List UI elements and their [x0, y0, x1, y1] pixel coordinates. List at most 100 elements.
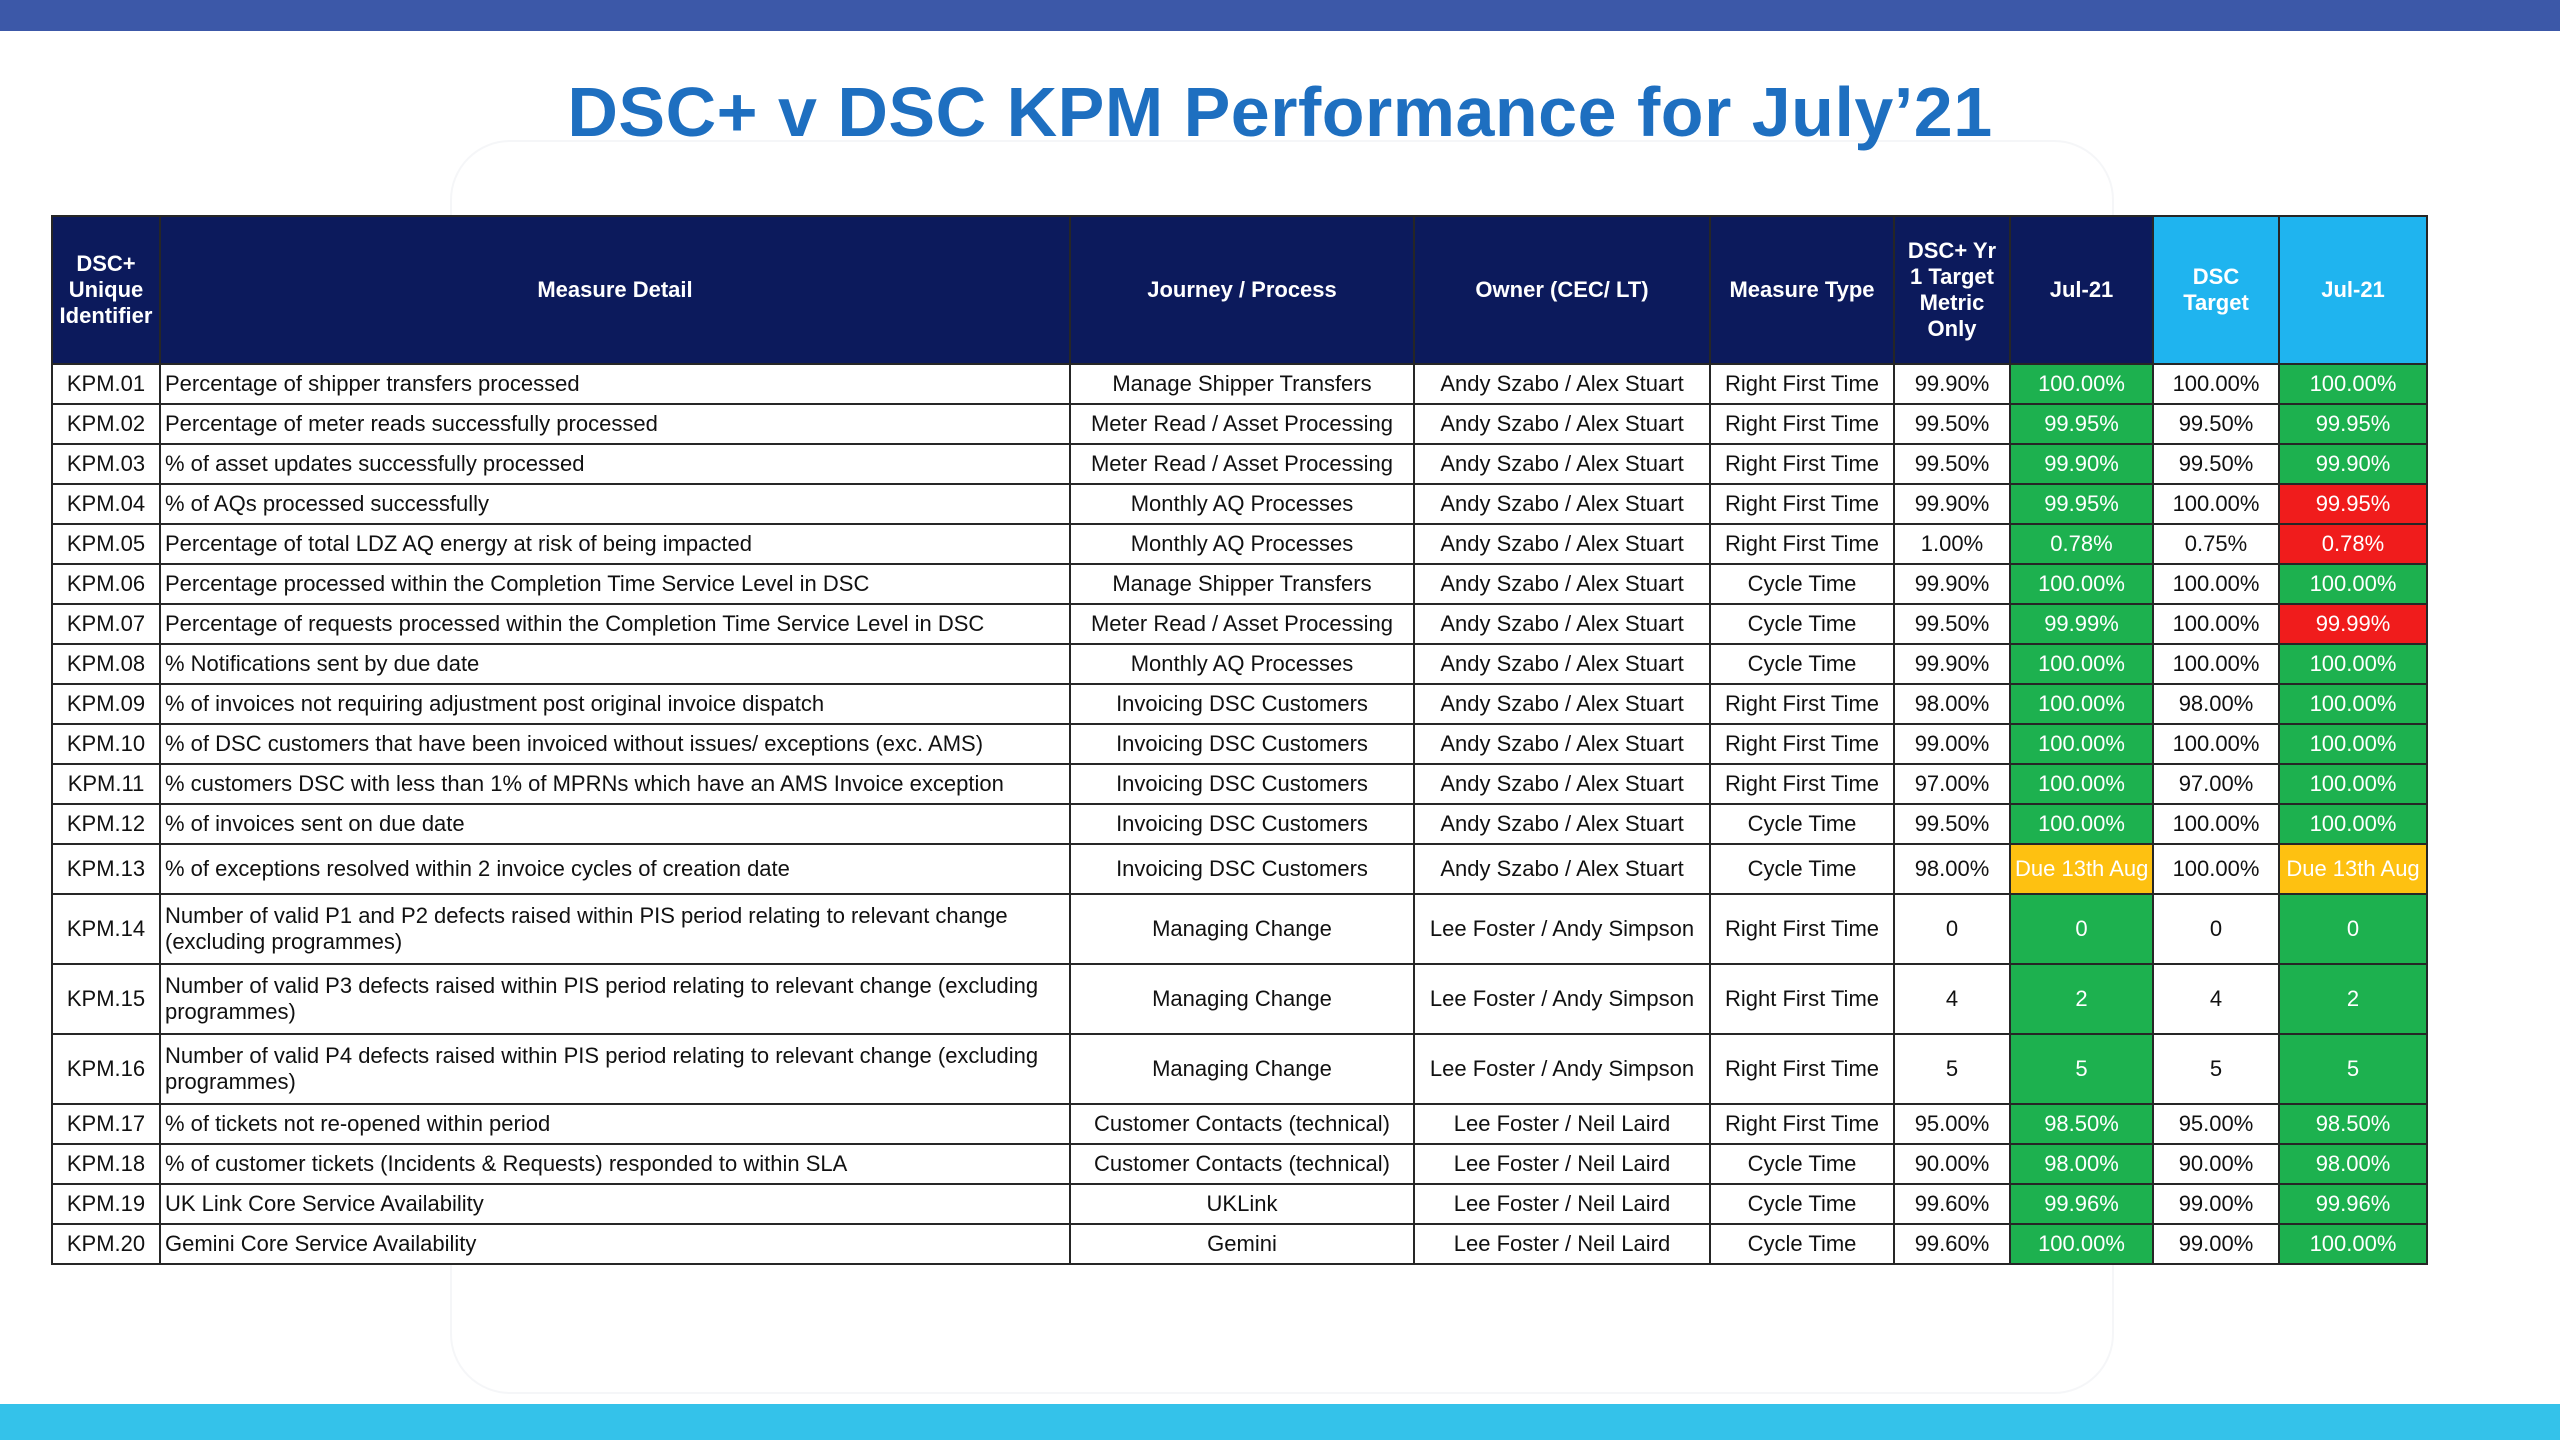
- bottom-accent-bar: [0, 1404, 2560, 1440]
- cell-identifier: KPM.15: [51, 963, 161, 1035]
- cell-measure-type: Right First Time: [1709, 963, 1895, 1035]
- cell-dscplus-target: 99.50%: [1893, 403, 2011, 445]
- cell-dscplus-jul21: 100.00%: [2009, 563, 2154, 605]
- cell-measure-detail: UK Link Core Service Availability: [159, 1183, 1071, 1225]
- cell-measure-type: Cycle Time: [1709, 1183, 1895, 1225]
- cell-dscplus-target: 98.00%: [1893, 843, 2011, 895]
- cell-measure-detail: Percentage of requests processed within …: [159, 603, 1071, 645]
- cell-measure-detail: Number of valid P1 and P2 defects raised…: [159, 893, 1071, 965]
- cell-dsc-target: 0: [2152, 893, 2280, 965]
- cell-measure-detail: Number of valid P3 defects raised within…: [159, 963, 1071, 1035]
- cell-owner: Lee Foster / Neil Laird: [1413, 1143, 1711, 1185]
- cell-measure-detail: Percentage of total LDZ AQ energy at ris…: [159, 523, 1071, 565]
- header-dsc-target: DSC Target: [2152, 215, 2280, 365]
- kpm-table: DSC+ Unique Identifier Measure Detail Jo…: [51, 215, 2428, 1265]
- cell-dscplus-target: 95.00%: [1893, 1103, 2011, 1145]
- cell-journey: Managing Change: [1069, 963, 1415, 1035]
- cell-owner: Andy Szabo / Alex Stuart: [1413, 843, 1711, 895]
- cell-owner: Andy Szabo / Alex Stuart: [1413, 803, 1711, 845]
- table-row: KPM.13% of exceptions resolved within 2 …: [51, 843, 2428, 895]
- cell-identifier: KPM.13: [51, 843, 161, 895]
- cell-dscplus-jul21: 100.00%: [2009, 683, 2154, 725]
- cell-measure-type: Cycle Time: [1709, 1143, 1895, 1185]
- table-row: KPM.12% of invoices sent on due date Invo…: [51, 803, 2428, 845]
- cell-dsc-target: 4: [2152, 963, 2280, 1035]
- cell-measure-type: Right First Time: [1709, 443, 1895, 485]
- cell-journey: Managing Change: [1069, 1033, 1415, 1105]
- cell-identifier: KPM.17: [51, 1103, 161, 1145]
- cell-owner: Andy Szabo / Alex Stuart: [1413, 643, 1711, 685]
- table-row: KPM.15 Number of valid P3 defects raised …: [51, 963, 2428, 1035]
- cell-measure-type: Right First Time: [1709, 723, 1895, 765]
- table-row: KPM.05 Percentage of total LDZ AQ energy …: [51, 523, 2428, 565]
- cell-measure-detail: % of invoices sent on due date: [159, 803, 1071, 845]
- cell-dsc-jul21: 100.00%: [2278, 763, 2428, 805]
- cell-owner: Lee Foster / Neil Laird: [1413, 1183, 1711, 1225]
- cell-dscplus-jul21: 100.00%: [2009, 643, 2154, 685]
- cell-measure-type: Right First Time: [1709, 363, 1895, 405]
- cell-dscplus-jul21: 99.96%: [2009, 1183, 2154, 1225]
- cell-dsc-jul21: 5: [2278, 1033, 2428, 1105]
- cell-dsc-jul21: 98.50%: [2278, 1103, 2428, 1145]
- cell-dsc-target: 100.00%: [2152, 603, 2280, 645]
- cell-dsc-jul21: 0.78%: [2278, 523, 2428, 565]
- cell-dsc-jul21: 100.00%: [2278, 683, 2428, 725]
- cell-owner: Lee Foster / Andy Simpson: [1413, 1033, 1711, 1105]
- cell-dscplus-target: 99.50%: [1893, 803, 2011, 845]
- cell-dsc-target: 95.00%: [2152, 1103, 2280, 1145]
- cell-owner: Andy Szabo / Alex Stuart: [1413, 563, 1711, 605]
- cell-dsc-jul21: 100.00%: [2278, 723, 2428, 765]
- cell-dsc-target: 100.00%: [2152, 843, 2280, 895]
- cell-owner: Andy Szabo / Alex Stuart: [1413, 443, 1711, 485]
- cell-identifier: KPM.20: [51, 1223, 161, 1265]
- cell-owner: Andy Szabo / Alex Stuart: [1413, 483, 1711, 525]
- header-measure-detail: Measure Detail: [159, 215, 1071, 365]
- header-owner: Owner (CEC/ LT): [1413, 215, 1711, 365]
- page-title: DSC+ v DSC KPM Performance for July’21: [567, 73, 1993, 151]
- cell-identifier: KPM.08: [51, 643, 161, 685]
- cell-journey: Customer Contacts (technical): [1069, 1143, 1415, 1185]
- cell-dscplus-target: 99.50%: [1893, 603, 2011, 645]
- cell-dscplus-jul21: 0: [2009, 893, 2154, 965]
- cell-journey: Invoicing DSC Customers: [1069, 683, 1415, 725]
- cell-dscplus-jul21: 100.00%: [2009, 803, 2154, 845]
- table-row: KPM.03% of asset updates successfully pr…: [51, 443, 2428, 485]
- table-row: KPM.07 Percentage of requests processed w…: [51, 603, 2428, 645]
- cell-dscplus-jul21: 100.00%: [2009, 763, 2154, 805]
- cell-measure-type: Cycle Time: [1709, 803, 1895, 845]
- cell-dscplus-jul21: 98.00%: [2009, 1143, 2154, 1185]
- cell-identifier: KPM.07: [51, 603, 161, 645]
- cell-dsc-jul21: 100.00%: [2278, 643, 2428, 685]
- cell-measure-detail: % of DSC customers that have been invoic…: [159, 723, 1071, 765]
- cell-journey: Meter Read / Asset Processing: [1069, 403, 1415, 445]
- table-row: KPM.10% of DSC customers that have been …: [51, 723, 2428, 765]
- cell-dsc-target: 97.00%: [2152, 763, 2280, 805]
- cell-dscplus-target: 99.00%: [1893, 723, 2011, 765]
- cell-dsc-target: 99.50%: [2152, 403, 2280, 445]
- cell-dsc-jul21: 99.95%: [2278, 403, 2428, 445]
- cell-dscplus-target: 90.00%: [1893, 1143, 2011, 1185]
- cell-measure-detail: Gemini Core Service Availability: [159, 1223, 1071, 1265]
- cell-dscplus-target: 0: [1893, 893, 2011, 965]
- cell-dscplus-jul21: 0.78%: [2009, 523, 2154, 565]
- cell-dsc-target: 99.00%: [2152, 1223, 2280, 1265]
- cell-measure-detail: Percentage of shipper transfers processe…: [159, 363, 1071, 405]
- cell-dscplus-target: 99.90%: [1893, 643, 2011, 685]
- cell-measure-detail: % of tickets not re-opened within period: [159, 1103, 1071, 1145]
- cell-measure-detail: % of asset updates successfully processe…: [159, 443, 1071, 485]
- cell-measure-type: Cycle Time: [1709, 603, 1895, 645]
- cell-measure-type: Right First Time: [1709, 683, 1895, 725]
- cell-dscplus-jul21: Due 13th Aug: [2009, 843, 2154, 895]
- cell-dsc-jul21: 99.96%: [2278, 1183, 2428, 1225]
- cell-dsc-target: 100.00%: [2152, 563, 2280, 605]
- cell-journey: Invoicing DSC Customers: [1069, 843, 1415, 895]
- cell-dscplus-target: 98.00%: [1893, 683, 2011, 725]
- cell-journey: Customer Contacts (technical): [1069, 1103, 1415, 1145]
- cell-identifier: KPM.11: [51, 763, 161, 805]
- cell-measure-detail: Percentage processed within the Completi…: [159, 563, 1071, 605]
- cell-measure-type: Right First Time: [1709, 1033, 1895, 1105]
- table-row: KPM.01 Percentage of shipper transfers pr…: [51, 363, 2428, 405]
- table-row: KPM.08% Notifications sent by due date Mo…: [51, 643, 2428, 685]
- table-row: KPM.18% of customer tickets (Incidents &…: [51, 1143, 2428, 1185]
- cell-dscplus-jul21: 100.00%: [2009, 723, 2154, 765]
